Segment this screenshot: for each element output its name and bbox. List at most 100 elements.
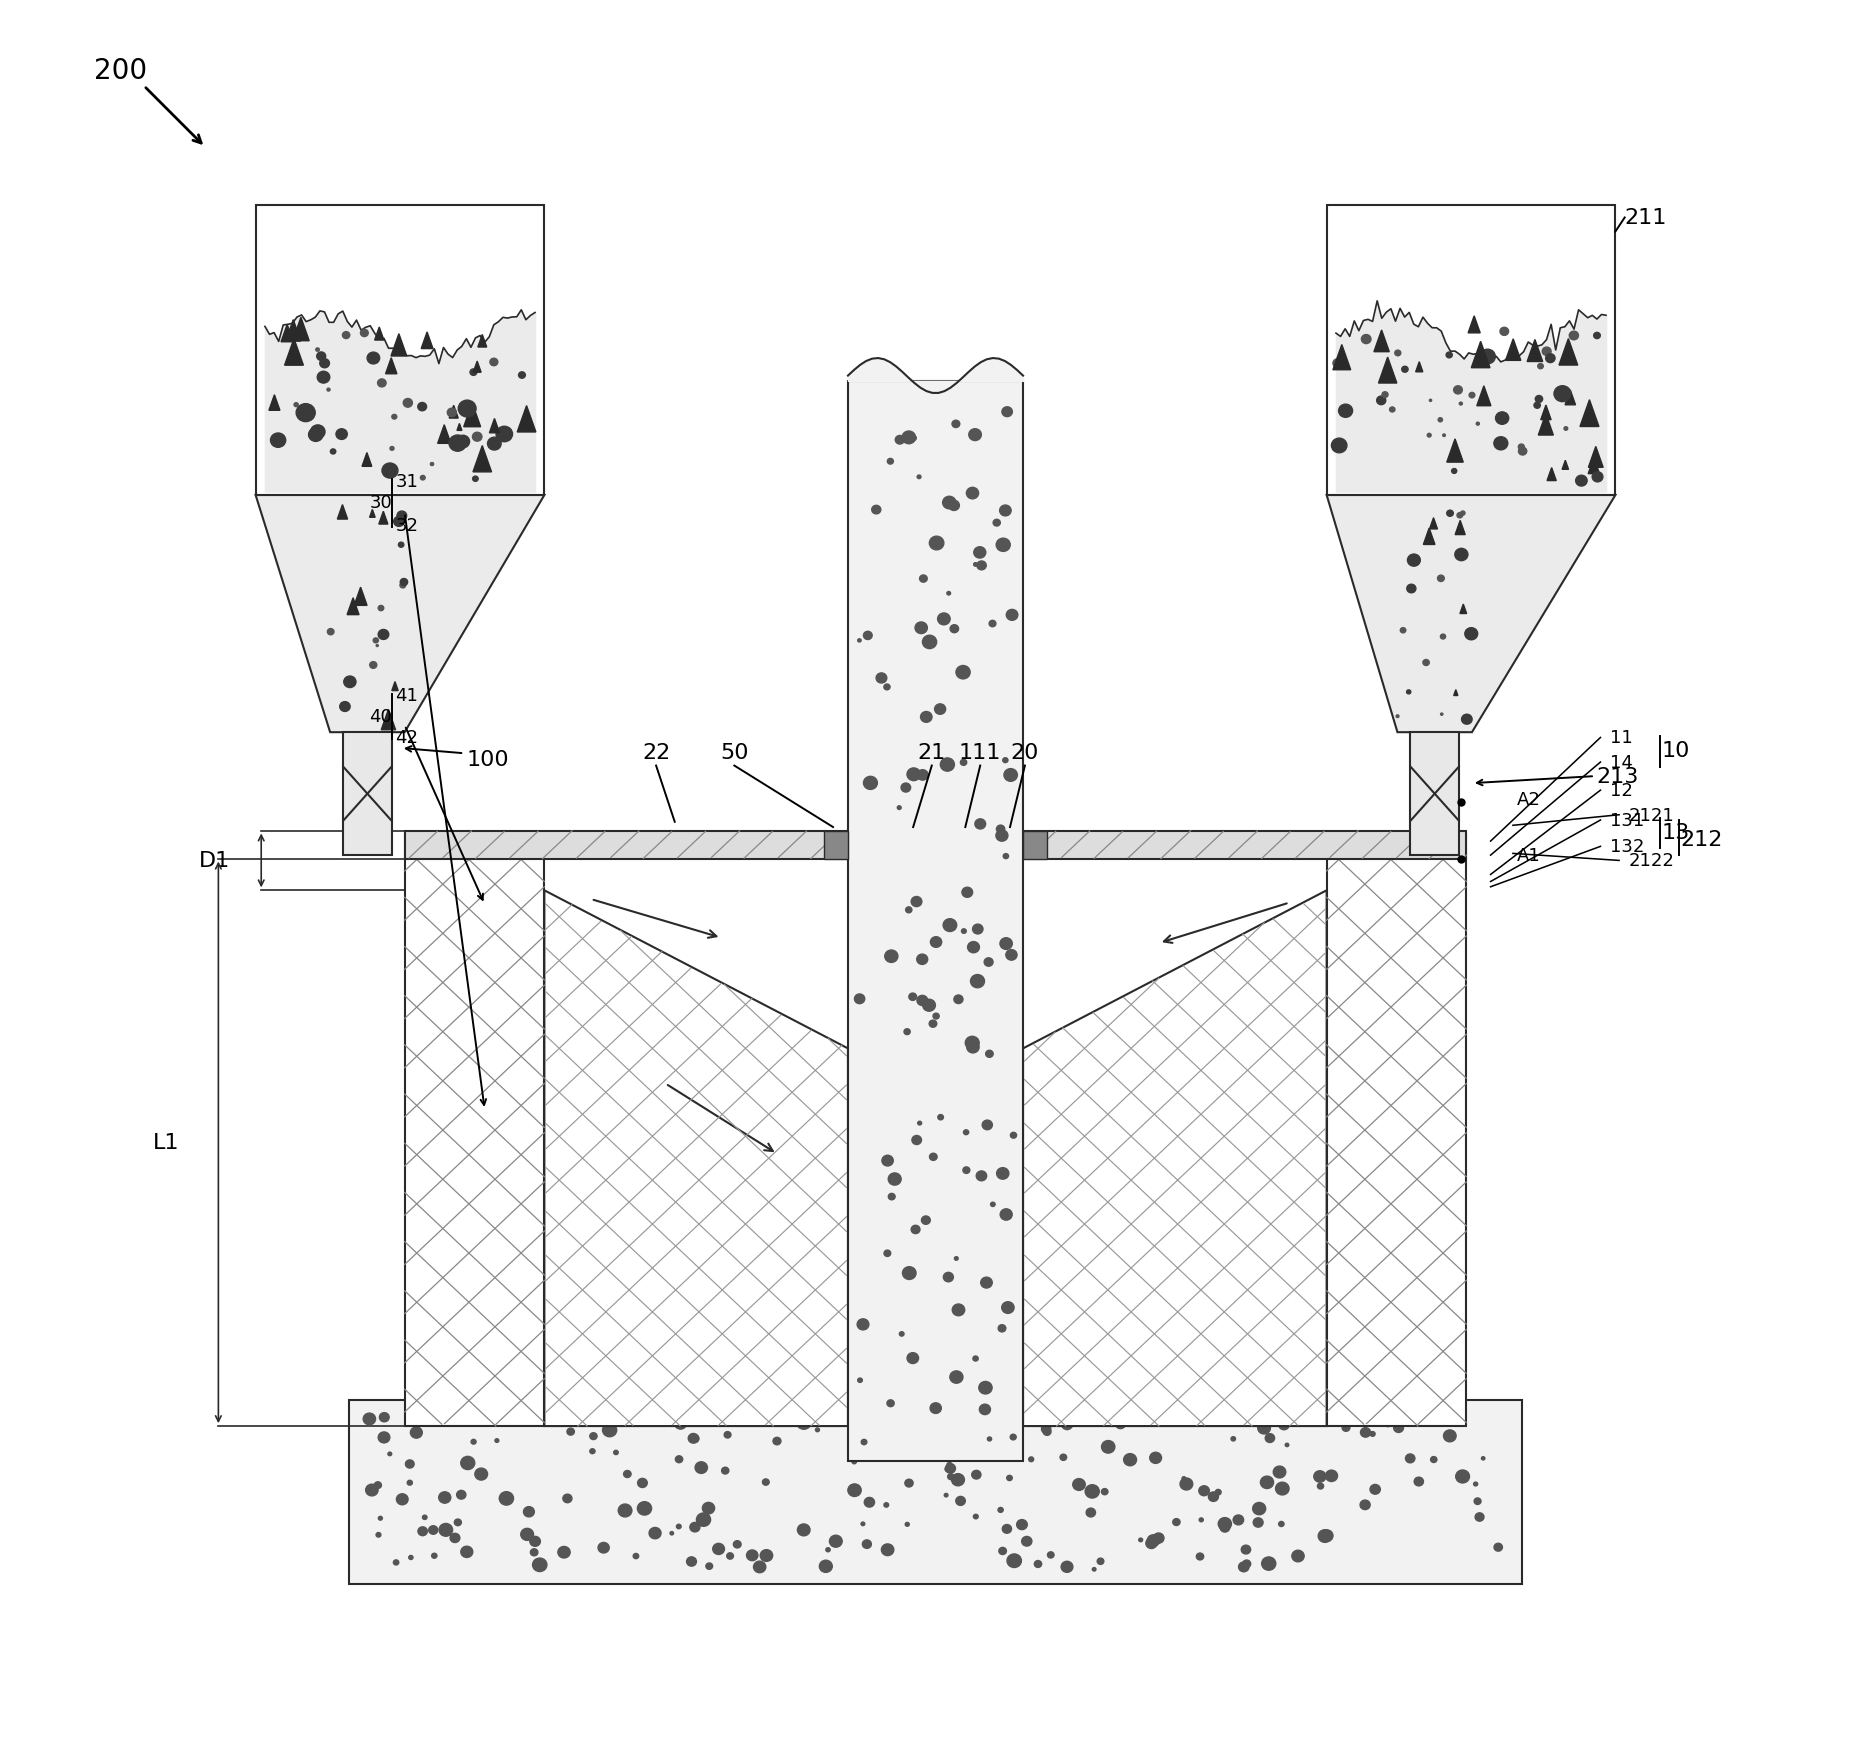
Circle shape [763,1478,769,1485]
Circle shape [1390,407,1396,413]
Circle shape [1446,353,1452,358]
Circle shape [900,1332,904,1337]
Polygon shape [391,335,406,356]
Circle shape [337,429,348,441]
Circle shape [1564,427,1568,430]
Circle shape [1048,1552,1053,1558]
Circle shape [1149,1452,1162,1464]
Circle shape [977,1171,986,1182]
Circle shape [1072,1478,1085,1491]
Circle shape [995,538,1010,552]
Circle shape [342,332,350,339]
Circle shape [907,769,921,781]
Circle shape [1102,1441,1115,1454]
Circle shape [1035,1561,1042,1568]
Circle shape [558,1547,571,1558]
Text: 40: 40 [369,707,393,727]
Circle shape [376,646,378,647]
Circle shape [911,436,917,441]
Bar [1023,831,1048,859]
Circle shape [1383,393,1388,399]
Circle shape [367,353,380,365]
Polygon shape [449,406,458,418]
Circle shape [917,771,928,781]
Circle shape [990,621,995,628]
Circle shape [1093,1568,1096,1572]
Bar [404,834,544,1427]
Polygon shape [385,358,397,374]
Circle shape [984,958,994,967]
Circle shape [500,1492,513,1505]
Circle shape [999,938,1012,949]
Polygon shape [473,446,492,473]
Circle shape [1319,1529,1332,1542]
Circle shape [917,476,921,480]
Circle shape [1218,1517,1231,1529]
Circle shape [471,1439,475,1445]
Circle shape [1446,512,1454,517]
Circle shape [1443,434,1446,437]
Text: 211: 211 [1624,208,1667,228]
Polygon shape [378,512,387,524]
Polygon shape [1454,690,1458,697]
Circle shape [941,759,954,771]
Circle shape [973,1515,979,1519]
Circle shape [1216,1489,1222,1496]
Circle shape [937,614,950,626]
Circle shape [724,1432,732,1438]
Polygon shape [1456,520,1465,534]
Circle shape [954,1258,958,1261]
Circle shape [964,1168,969,1173]
Circle shape [457,1491,466,1499]
Text: 131: 131 [1609,811,1645,829]
Circle shape [529,1549,537,1556]
Circle shape [1474,1482,1478,1485]
Polygon shape [438,425,451,445]
Polygon shape [269,395,281,411]
Circle shape [638,1501,651,1515]
Bar [1327,206,1615,496]
Circle shape [947,593,950,596]
Circle shape [1007,1475,1012,1480]
Circle shape [934,1014,939,1020]
Circle shape [1461,512,1465,515]
Circle shape [945,1494,949,1498]
Circle shape [455,1519,462,1526]
Circle shape [1458,513,1463,519]
Circle shape [1265,1434,1274,1443]
Circle shape [1257,1422,1270,1434]
Circle shape [316,349,320,353]
Circle shape [400,579,408,586]
Circle shape [1280,1420,1289,1431]
Circle shape [1321,1529,1332,1542]
Circle shape [391,415,397,420]
Polygon shape [1562,460,1568,469]
Circle shape [969,429,982,441]
Circle shape [1061,1454,1066,1461]
Circle shape [1001,1208,1012,1221]
Polygon shape [391,683,399,691]
Circle shape [408,1556,413,1559]
Circle shape [907,1418,921,1431]
Polygon shape [1429,519,1437,529]
Bar [342,732,391,856]
Circle shape [859,1438,874,1450]
Circle shape [1261,1476,1274,1489]
Circle shape [327,388,329,392]
Circle shape [602,1424,617,1438]
Circle shape [1370,1485,1381,1494]
Circle shape [488,437,501,452]
Circle shape [999,506,1010,517]
Circle shape [490,360,498,367]
Circle shape [1461,714,1472,725]
Circle shape [816,1429,819,1432]
Circle shape [1285,1443,1289,1446]
Circle shape [470,370,477,376]
Circle shape [887,459,892,466]
Circle shape [883,1438,889,1445]
Circle shape [389,448,395,452]
Circle shape [1538,365,1544,369]
Circle shape [1465,628,1478,640]
Polygon shape [1459,605,1467,614]
Circle shape [378,630,389,640]
